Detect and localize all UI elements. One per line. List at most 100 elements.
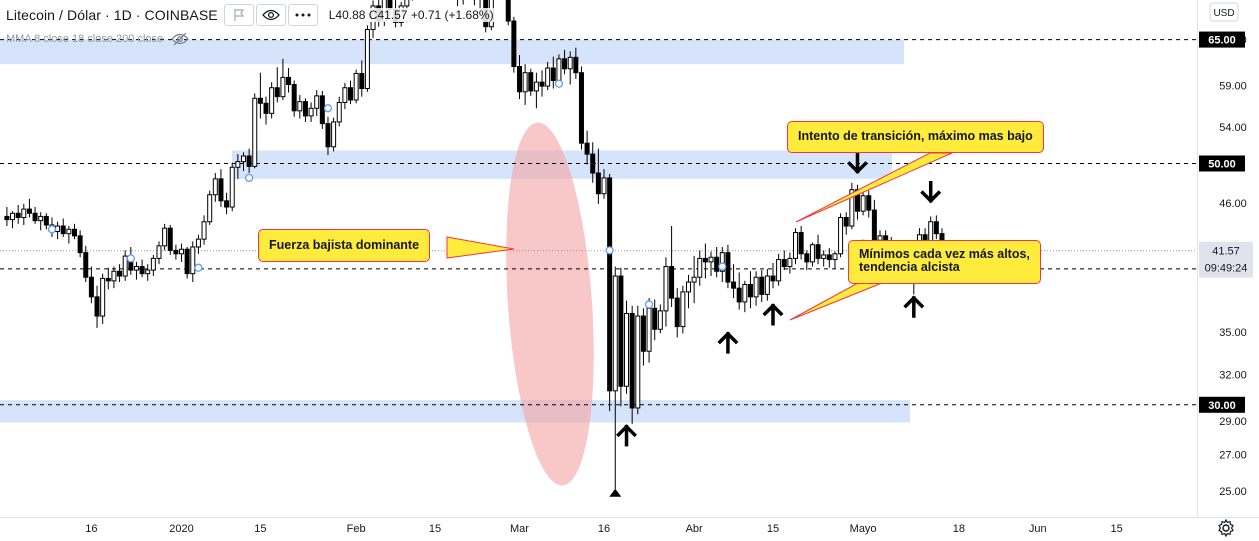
candle-body-down bbox=[517, 65, 523, 93]
candle bbox=[364, 25, 370, 92]
candle bbox=[43, 213, 49, 230]
y-tick-label: 32.00 bbox=[1219, 369, 1247, 381]
currency-badge-bg bbox=[1209, 2, 1239, 22]
more-button[interactable] bbox=[287, 4, 318, 26]
candle-body-up bbox=[764, 275, 770, 295]
candle bbox=[291, 80, 297, 117]
ohlc-low-label: L bbox=[328, 8, 336, 22]
candle bbox=[933, 215, 939, 240]
symbol-title[interactable]: Litecoin / Dólar · 1D · COINBASE bbox=[2, 7, 222, 23]
candle-body-down bbox=[26, 208, 32, 214]
candle-body-down bbox=[629, 312, 635, 409]
candle bbox=[669, 226, 675, 308]
candle bbox=[517, 55, 523, 100]
candle-body-down bbox=[815, 244, 821, 259]
candle-body-up bbox=[201, 221, 207, 240]
hidden-eye-icon[interactable] bbox=[171, 32, 189, 46]
ma-point bbox=[644, 300, 654, 309]
level-price-tag: 30.00 bbox=[1199, 396, 1245, 413]
candle bbox=[156, 241, 162, 265]
annotation-lower-high[interactable]: Intento de transición, máximo mas bajo bbox=[787, 121, 1044, 153]
indicator-legend[interactable]: MMA 8 close 18 close 200 close bbox=[6, 30, 189, 48]
flag-button[interactable] bbox=[223, 4, 254, 26]
candle-body-up bbox=[133, 266, 139, 271]
annotation-higher-lows-line2: tendencia alcista bbox=[859, 260, 960, 274]
candle-body-up bbox=[297, 101, 303, 112]
candle bbox=[539, 70, 545, 97]
candle bbox=[274, 67, 280, 103]
y-tick-label: 29.00 bbox=[1219, 416, 1247, 428]
candle-body-up bbox=[838, 216, 844, 255]
candle-body-down bbox=[83, 252, 89, 278]
candle-body-up bbox=[809, 244, 815, 263]
candle-body-down bbox=[528, 72, 534, 92]
candle-body-down bbox=[43, 215, 49, 226]
candle-body-up bbox=[753, 276, 759, 298]
candle bbox=[731, 264, 737, 299]
candle-body-down bbox=[933, 221, 939, 235]
ma-point bbox=[323, 104, 333, 113]
candle-body-up bbox=[122, 255, 128, 277]
candle-body-down bbox=[714, 256, 720, 272]
candle bbox=[714, 246, 720, 278]
level-tag-label: 30.00 bbox=[1208, 400, 1236, 412]
candle-body-up bbox=[691, 276, 697, 283]
candle-body-up bbox=[269, 87, 275, 114]
candle bbox=[629, 305, 635, 425]
candle bbox=[708, 251, 714, 277]
candle-body-down bbox=[736, 287, 742, 303]
y-tick-label: 59.00 bbox=[1219, 80, 1247, 92]
arrow-up-icon bbox=[903, 295, 925, 318]
x-tick-label: Jun bbox=[1029, 523, 1047, 535]
candle-body-down bbox=[348, 87, 354, 101]
candle-body-up bbox=[100, 277, 106, 317]
triangle-up-icon bbox=[609, 488, 622, 497]
annotation-bearish-force[interactable]: Fuerza bajista dominante bbox=[258, 229, 431, 262]
annotation-higher-lows[interactable]: Mínimos cada vez más altos, tendencia al… bbox=[848, 240, 1041, 284]
ohlc-low: 40.88 bbox=[335, 8, 366, 22]
candle bbox=[511, 16, 517, 73]
candle bbox=[353, 69, 359, 104]
candle-body-down bbox=[224, 200, 230, 208]
x-axis-panel bbox=[0, 517, 1259, 541]
y-tick-label: 46.00 bbox=[1219, 198, 1247, 210]
candle bbox=[4, 207, 10, 227]
candle bbox=[674, 288, 680, 338]
candle bbox=[798, 226, 804, 260]
candle bbox=[240, 152, 246, 172]
candle bbox=[190, 241, 196, 283]
candle-body-down bbox=[94, 296, 100, 317]
candle bbox=[207, 190, 213, 225]
candle bbox=[680, 285, 686, 334]
x-tick-label: 2020 bbox=[169, 523, 193, 535]
eye-button[interactable] bbox=[255, 4, 286, 26]
ohlc-close: 41.57 bbox=[377, 8, 408, 22]
gear-icon[interactable] bbox=[1216, 518, 1236, 538]
candle-body-up bbox=[229, 166, 235, 208]
arrow-up-icon bbox=[616, 424, 638, 447]
ohlc-values: L40.88 C41.57 +0.71 (+1.68%) bbox=[325, 8, 497, 22]
candle bbox=[747, 271, 753, 309]
candle bbox=[601, 169, 607, 199]
candle-body-up bbox=[150, 257, 156, 271]
candle-body-down bbox=[4, 215, 10, 221]
candle-body-down bbox=[511, 20, 517, 67]
candle-body-up bbox=[308, 107, 314, 117]
candle bbox=[269, 82, 275, 119]
eye-icon bbox=[261, 9, 280, 21]
candle-body-down bbox=[539, 81, 545, 87]
candle bbox=[122, 250, 128, 281]
candle bbox=[15, 204, 21, 224]
currency-label: USD bbox=[1213, 8, 1234, 19]
candle bbox=[411, 0, 413, 1]
candle-body-up bbox=[612, 275, 618, 392]
ohlc-close-label: C bbox=[368, 8, 378, 22]
last-price-label: 41.57 bbox=[1212, 246, 1240, 258]
candle-body-down bbox=[32, 212, 38, 222]
candle bbox=[691, 256, 697, 304]
annotation-higher-lows-line1: Mínimos cada vez más altos, bbox=[859, 247, 1030, 261]
candle-body-up bbox=[21, 208, 27, 218]
candle-body-down bbox=[274, 87, 280, 98]
candle-body-down bbox=[173, 249, 179, 255]
